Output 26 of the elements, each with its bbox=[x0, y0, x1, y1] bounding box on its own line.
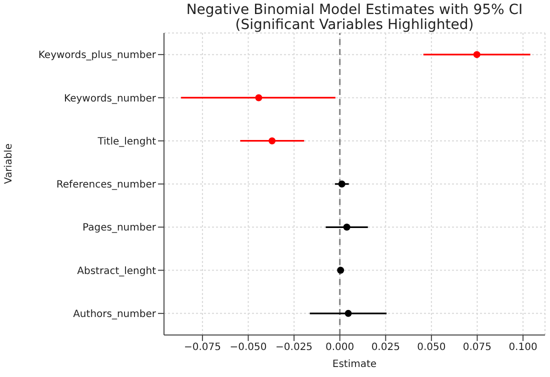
x-tick-label: 0.000 bbox=[326, 342, 354, 354]
y-tick-label: Authors_number bbox=[73, 308, 157, 320]
y-tick-label: References_number bbox=[56, 180, 157, 191]
y-tick-label: Keywords_number bbox=[64, 93, 157, 104]
x-tick-label: 0.100 bbox=[508, 342, 538, 354]
point bbox=[343, 224, 350, 231]
point bbox=[338, 180, 346, 188]
y-tick-label: Abstract_lenght bbox=[77, 266, 156, 277]
point bbox=[268, 137, 276, 144]
x-axis-title: Estimate bbox=[332, 359, 377, 370]
y-axis-title: Variable bbox=[4, 144, 15, 184]
point bbox=[473, 51, 480, 58]
point bbox=[344, 310, 352, 317]
chart-title: Negative Binomial Model Estimates with 95% CI bbox=[185, 2, 524, 18]
x-tick-label: 0.025 bbox=[371, 342, 400, 354]
y-tick-label: Pages_number bbox=[82, 222, 157, 234]
y-tick-label: Keywords_plus_number bbox=[38, 50, 157, 62]
x-tick-label: 0.075 bbox=[462, 342, 492, 354]
chart-subtitle: (Significant Variables Highlighted) bbox=[234, 17, 475, 33]
x-tick-label: −0.050 bbox=[230, 342, 267, 354]
y-tick-label: Title_lenght bbox=[96, 136, 156, 148]
x-tick-label: −0.025 bbox=[276, 342, 313, 354]
x-tick-label: 0.050 bbox=[417, 342, 446, 354]
x-tick-label: −0.075 bbox=[184, 342, 221, 354]
point bbox=[337, 266, 344, 274]
point bbox=[255, 94, 262, 102]
